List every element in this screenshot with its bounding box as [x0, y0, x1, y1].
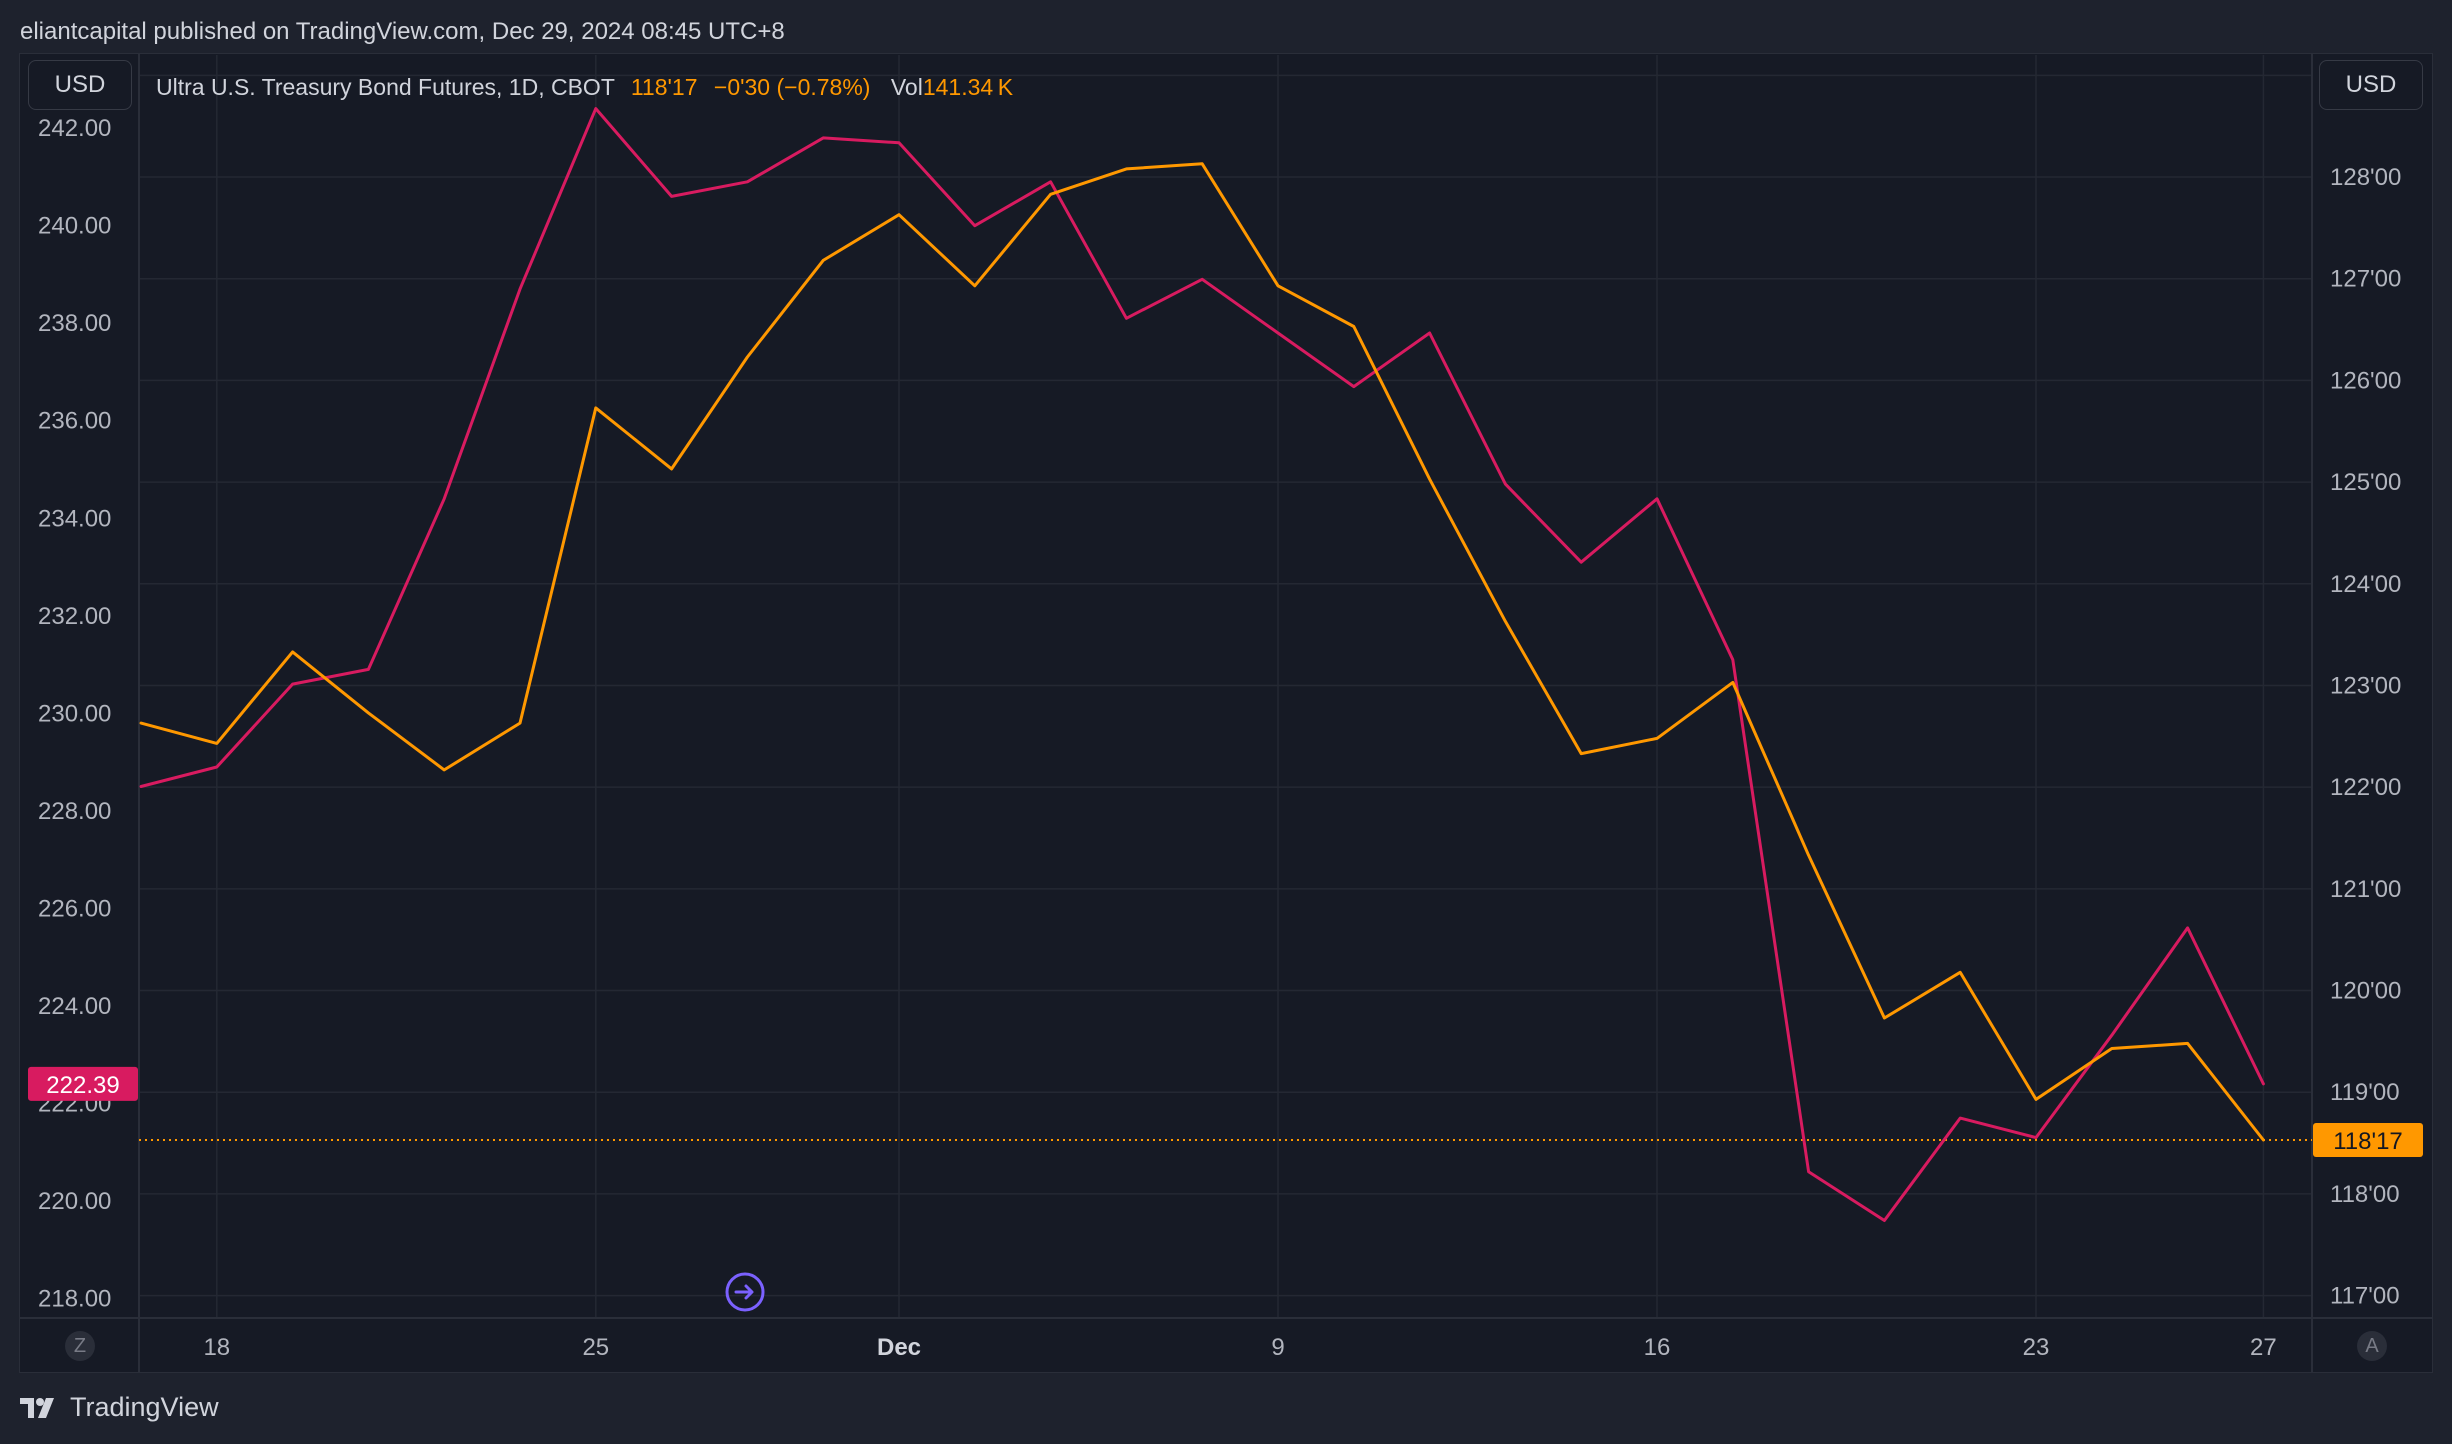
right-tick-label: 124'00	[2330, 571, 2401, 598]
left-tick-label: 228.00	[38, 798, 111, 825]
time-tick-label: 25	[582, 1334, 609, 1361]
left-tick-label: 238.00	[38, 310, 111, 337]
goto-realtime-icon[interactable]	[724, 1271, 766, 1313]
tradingview-logo-icon	[20, 1397, 54, 1418]
right-last-value-tag-bg	[2313, 1123, 2423, 1158]
grid-lines	[139, 55, 2312, 1318]
left-last-value-tag: 222.39	[46, 1072, 119, 1099]
symbol-legend: Ultra U.S. Treasury Bond Futures, 1D, CB…	[156, 74, 1013, 101]
legend-change: −0'30 (−0.78%)	[713, 74, 871, 100]
right-tick-label: 127'00	[2330, 266, 2401, 293]
left-tick-label: 230.00	[38, 700, 111, 727]
left-price-axis: 218.00220.00222.00224.00226.00228.00230.…	[38, 115, 111, 1312]
left-unit-button[interactable]: USD	[28, 60, 132, 110]
time-tick-label: 23	[2023, 1334, 2050, 1361]
left-tick-label: 224.00	[38, 993, 111, 1020]
right-tick-label: 126'00	[2330, 367, 2401, 394]
series-line-right	[139, 162, 2265, 1142]
time-tick-label: 27	[2250, 1334, 2277, 1361]
axis-dividers	[19, 53, 2433, 1372]
right-last-value-tag: 118'17	[2333, 1128, 2403, 1155]
right-price-axis: 117'00 118'00 119'00 120'00 121'00 122'00 123'…	[2330, 62, 2401, 1309]
price-tags: 222.39 118'17	[28, 1066, 2423, 1158]
right-tick-label: 120'00	[2330, 978, 2401, 1005]
left-tick-label: 234.00	[38, 505, 111, 532]
right-tick-label: 122'00	[2330, 774, 2401, 801]
time-axis: 18 25 Dec 9 16 23 27	[203, 1334, 2276, 1361]
right-tick-label: 123'00	[2330, 672, 2401, 699]
left-tick-label: 242.00	[38, 115, 111, 142]
left-tick-label: 218.00	[38, 1285, 111, 1312]
left-tick-label: 220.00	[38, 1188, 111, 1215]
time-tick-label: 9	[1271, 1334, 1284, 1361]
right-tick-label: 117'00	[2330, 1283, 2400, 1310]
series-layer	[139, 107, 2312, 1222]
right-tick-label: 118'00	[2330, 1181, 2400, 1208]
brand-footer[interactable]: TradingView	[20, 1392, 219, 1423]
scale-z-button[interactable]: Z	[65, 1331, 95, 1361]
time-tick-label: Dec	[877, 1334, 921, 1361]
left-tick-label: 226.00	[38, 895, 111, 922]
left-last-value-tag-bg	[28, 1066, 138, 1101]
brand-name: TradingView	[70, 1392, 219, 1422]
right-tick-label: 119'00	[2330, 1079, 2400, 1106]
left-tick-label: 236.00	[38, 408, 111, 435]
time-tick-label: 16	[1644, 1334, 1671, 1361]
left-tick-label: 232.00	[38, 603, 111, 630]
series-line-left	[139, 107, 2265, 1222]
chart-frame	[19, 53, 2433, 1373]
right-tick-label: 128'00	[2330, 164, 2401, 191]
scale-a-button[interactable]: A	[2357, 1331, 2387, 1361]
legend-vol-value: 141.34 K	[922, 74, 1014, 100]
publisher-line: eliantcapital published on TradingView.c…	[20, 18, 785, 45]
left-tick-label: 240.00	[38, 213, 111, 240]
right-tick-label: 121'00	[2330, 876, 2401, 903]
right-tick-label: 125'00	[2330, 469, 2401, 496]
legend-price: 118'17	[630, 74, 698, 100]
legend-symbol: Ultra U.S. Treasury Bond Futures, 1D, CB…	[156, 74, 615, 100]
time-tick-label: 18	[203, 1334, 230, 1361]
right-unit-button[interactable]: USD	[2319, 60, 2423, 110]
legend-vol-label: Vol	[890, 74, 923, 100]
